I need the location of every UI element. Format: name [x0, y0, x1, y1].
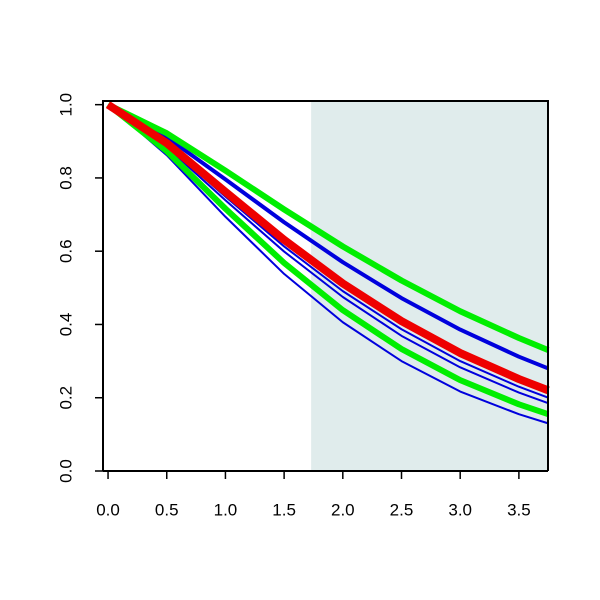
y-tick-label: 1.0: [56, 93, 75, 117]
y-tick-label: 0.0: [56, 459, 75, 483]
x-tick-label: 0.0: [96, 500, 120, 519]
y-tick-label: 0.4: [56, 313, 75, 337]
x-tick-label: 2.5: [390, 500, 414, 519]
y-tick-label: 0.2: [56, 386, 75, 410]
x-tick-label: 1.0: [214, 500, 238, 519]
y-tick-label: 0.6: [56, 239, 75, 263]
plot-box: [102, 100, 549, 471]
curve: [106, 101, 550, 353]
curve: [105, 101, 550, 395]
y-tick-label: 0.8: [56, 166, 75, 190]
curve: [107, 103, 549, 405]
x-tick-label: 3.5: [507, 500, 531, 519]
curve: [106, 102, 550, 418]
x-tick-label: 1.5: [272, 500, 296, 519]
x-tick-label: 0.5: [155, 500, 179, 519]
curve: [107, 103, 549, 425]
x-tick-label: 3.0: [448, 500, 472, 519]
curve: [107, 102, 549, 371]
x-tick-label: 2.0: [331, 500, 355, 519]
